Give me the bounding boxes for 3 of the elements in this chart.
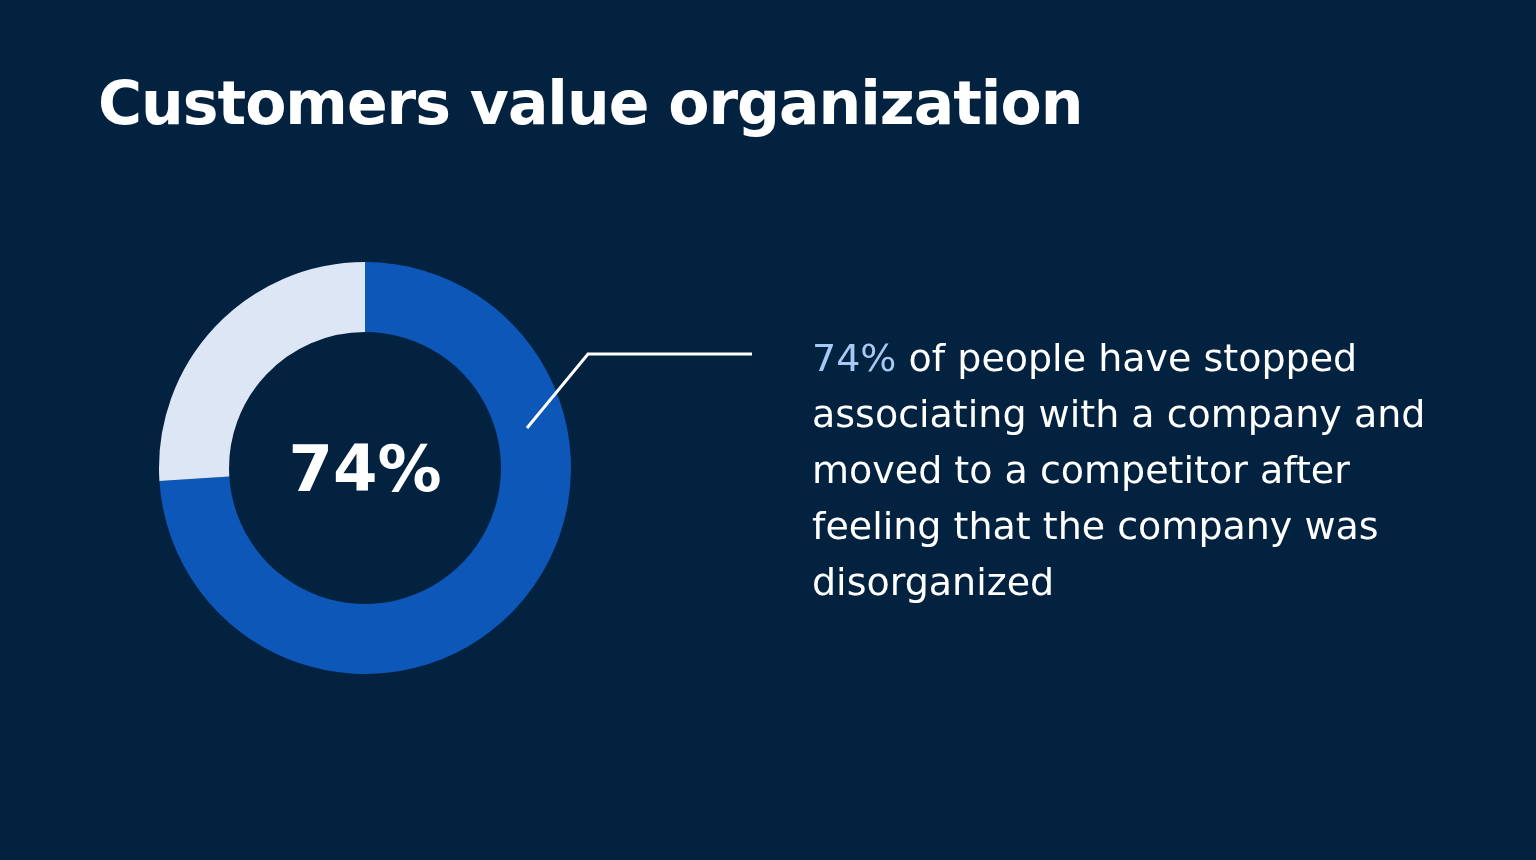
data-label: 74% xyxy=(288,431,442,506)
chart-title: Customers value organization xyxy=(98,68,1083,138)
text: 74% of people have stopped associating with a company and moved to a competitor after feeling that the company was disorganized xyxy=(812,336,1426,604)
